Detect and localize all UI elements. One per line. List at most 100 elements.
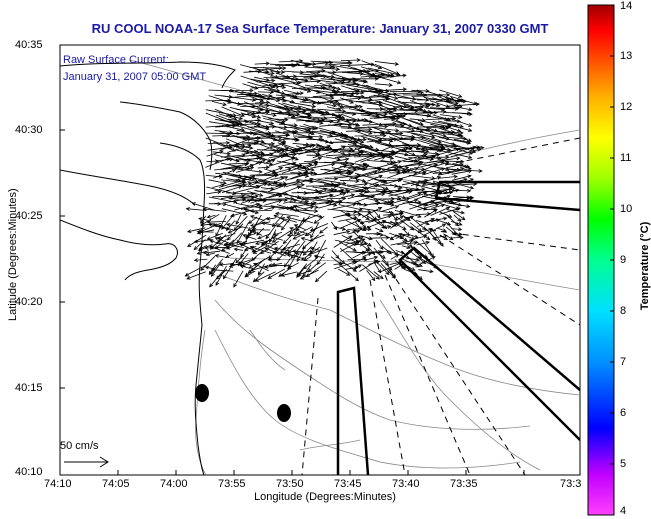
current-vector-head: [200, 219, 204, 224]
current-vector: [368, 74, 394, 78]
current-vector: [375, 189, 406, 199]
current-vector-head: [475, 102, 480, 107]
current-vector: [387, 170, 407, 179]
current-vector-head: [292, 161, 297, 166]
current-vector: [243, 157, 260, 162]
current-vector-head: [290, 196, 295, 201]
current-vector-head: [250, 223, 255, 227]
current-vector-head: [458, 222, 463, 226]
current-vector: [389, 151, 408, 156]
current-vector: [340, 63, 374, 67]
current-vector: [268, 118, 288, 121]
current-vector-head: [431, 155, 437, 159]
current-vector: [388, 146, 408, 156]
current-vector: [234, 248, 244, 251]
current-vector: [296, 244, 307, 262]
current-vector-head: [415, 126, 421, 131]
current-vector: [352, 256, 366, 265]
current-vector: [250, 265, 269, 272]
current-vector: [409, 192, 427, 199]
current-vector: [395, 188, 425, 192]
current-vector-head: [265, 124, 270, 129]
current-vector: [374, 136, 393, 142]
current-vector: [439, 132, 464, 137]
current-vector-head: [367, 252, 372, 257]
current-vector: [325, 76, 345, 83]
current-vector: [338, 217, 357, 222]
current-vector-head: [191, 202, 196, 206]
current-vector-head: [235, 220, 240, 225]
current-vector-head: [375, 68, 380, 73]
current-vector-head: [287, 167, 292, 172]
current-vector: [332, 158, 349, 163]
current-vector: [205, 112, 239, 127]
y-tick-label: 40:35: [15, 39, 43, 51]
current-vector: [228, 195, 259, 200]
current-vector: [389, 212, 403, 217]
current-vector: [394, 263, 404, 270]
current-vector-head: [452, 231, 457, 236]
contour-line: [439, 129, 580, 161]
current-vector-head: [436, 103, 441, 108]
current-vector: [424, 102, 440, 107]
current-vector: [331, 221, 337, 230]
current-vector-head: [317, 156, 323, 161]
current-vector: [263, 159, 275, 164]
current-vector-head: [354, 277, 359, 282]
radar-site-marker: [195, 384, 209, 402]
current-vector: [305, 130, 333, 137]
current-vector: [221, 179, 247, 183]
current-vector: [211, 261, 222, 277]
current-vector: [362, 186, 386, 191]
current-vector: [354, 107, 380, 118]
current-vector: [373, 115, 406, 119]
current-vector: [418, 269, 433, 273]
current-vector-head: [336, 118, 341, 123]
current-vector: [221, 239, 235, 252]
current-vector-head: [409, 239, 414, 244]
current-vector-head: [301, 245, 307, 250]
current-vector: [219, 119, 242, 124]
current-vector: [255, 271, 276, 282]
current-vector: [207, 214, 216, 218]
current-vector-head: [399, 215, 405, 220]
current-vector: [382, 147, 413, 157]
current-vector: [298, 200, 309, 204]
current-vector: [221, 125, 245, 131]
current-vector: [367, 175, 383, 182]
current-vector: [354, 152, 382, 163]
current-vector: [200, 255, 216, 271]
current-vector-head: [313, 254, 318, 259]
current-vector: [418, 130, 450, 140]
current-vector: [221, 213, 235, 230]
current-vector: [334, 111, 356, 115]
current-vector: [226, 154, 251, 162]
current-vector: [296, 186, 319, 192]
current-vector-head: [302, 109, 307, 114]
current-vector-head: [341, 146, 346, 150]
current-vector: [340, 265, 359, 282]
current-vector-head: [399, 235, 405, 240]
current-vector-head: [350, 193, 356, 198]
current-vector-head: [314, 278, 320, 283]
current-vector: [324, 62, 352, 66]
current-vector-head: [249, 268, 254, 272]
current-vector: [303, 123, 318, 130]
current-vector-head: [283, 251, 288, 256]
current-vector: [253, 271, 265, 282]
current-vector-head: [223, 275, 227, 280]
current-vector: [359, 167, 381, 170]
current-vector: [254, 76, 270, 81]
current-vector-head: [300, 182, 305, 187]
current-vector-head: [393, 96, 399, 100]
current-vector-head: [318, 214, 323, 219]
current-vector: [410, 226, 430, 240]
current-vector: [331, 146, 346, 152]
current-vector: [296, 226, 313, 236]
current-vector: [452, 196, 474, 199]
current-vector-head: [445, 161, 450, 165]
current-vector-head: [430, 200, 435, 204]
current-vector-head: [458, 232, 463, 237]
current-vector-head: [278, 135, 283, 140]
current-vector-head: [402, 226, 407, 230]
